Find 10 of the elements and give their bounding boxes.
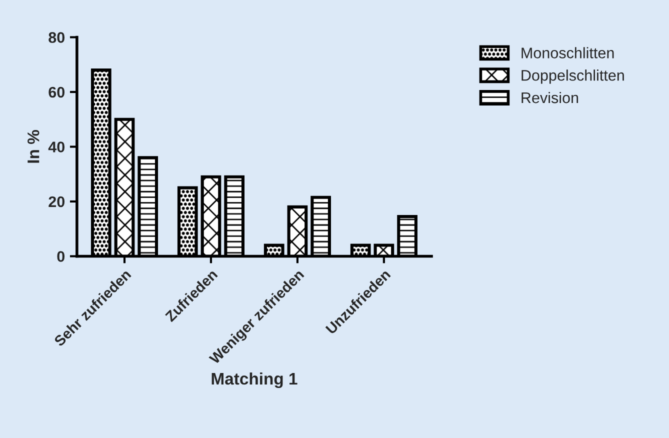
legend-label: Revision: [522, 92, 578, 104]
legend-label: Monoschlitten: [522, 47, 614, 58]
y-tick-label: 60: [48, 86, 65, 98]
y-tick-label: 40: [48, 142, 65, 152]
y-axis-title: In %: [28, 130, 40, 163]
y-tick-label: 20: [48, 196, 65, 208]
y-tick-label: 0: [57, 251, 65, 262]
y-tick-label: 80: [48, 32, 65, 43]
legend-label: Doppelschlitten: [522, 70, 624, 84]
x-axis-title: Matching 1: [212, 372, 298, 388]
